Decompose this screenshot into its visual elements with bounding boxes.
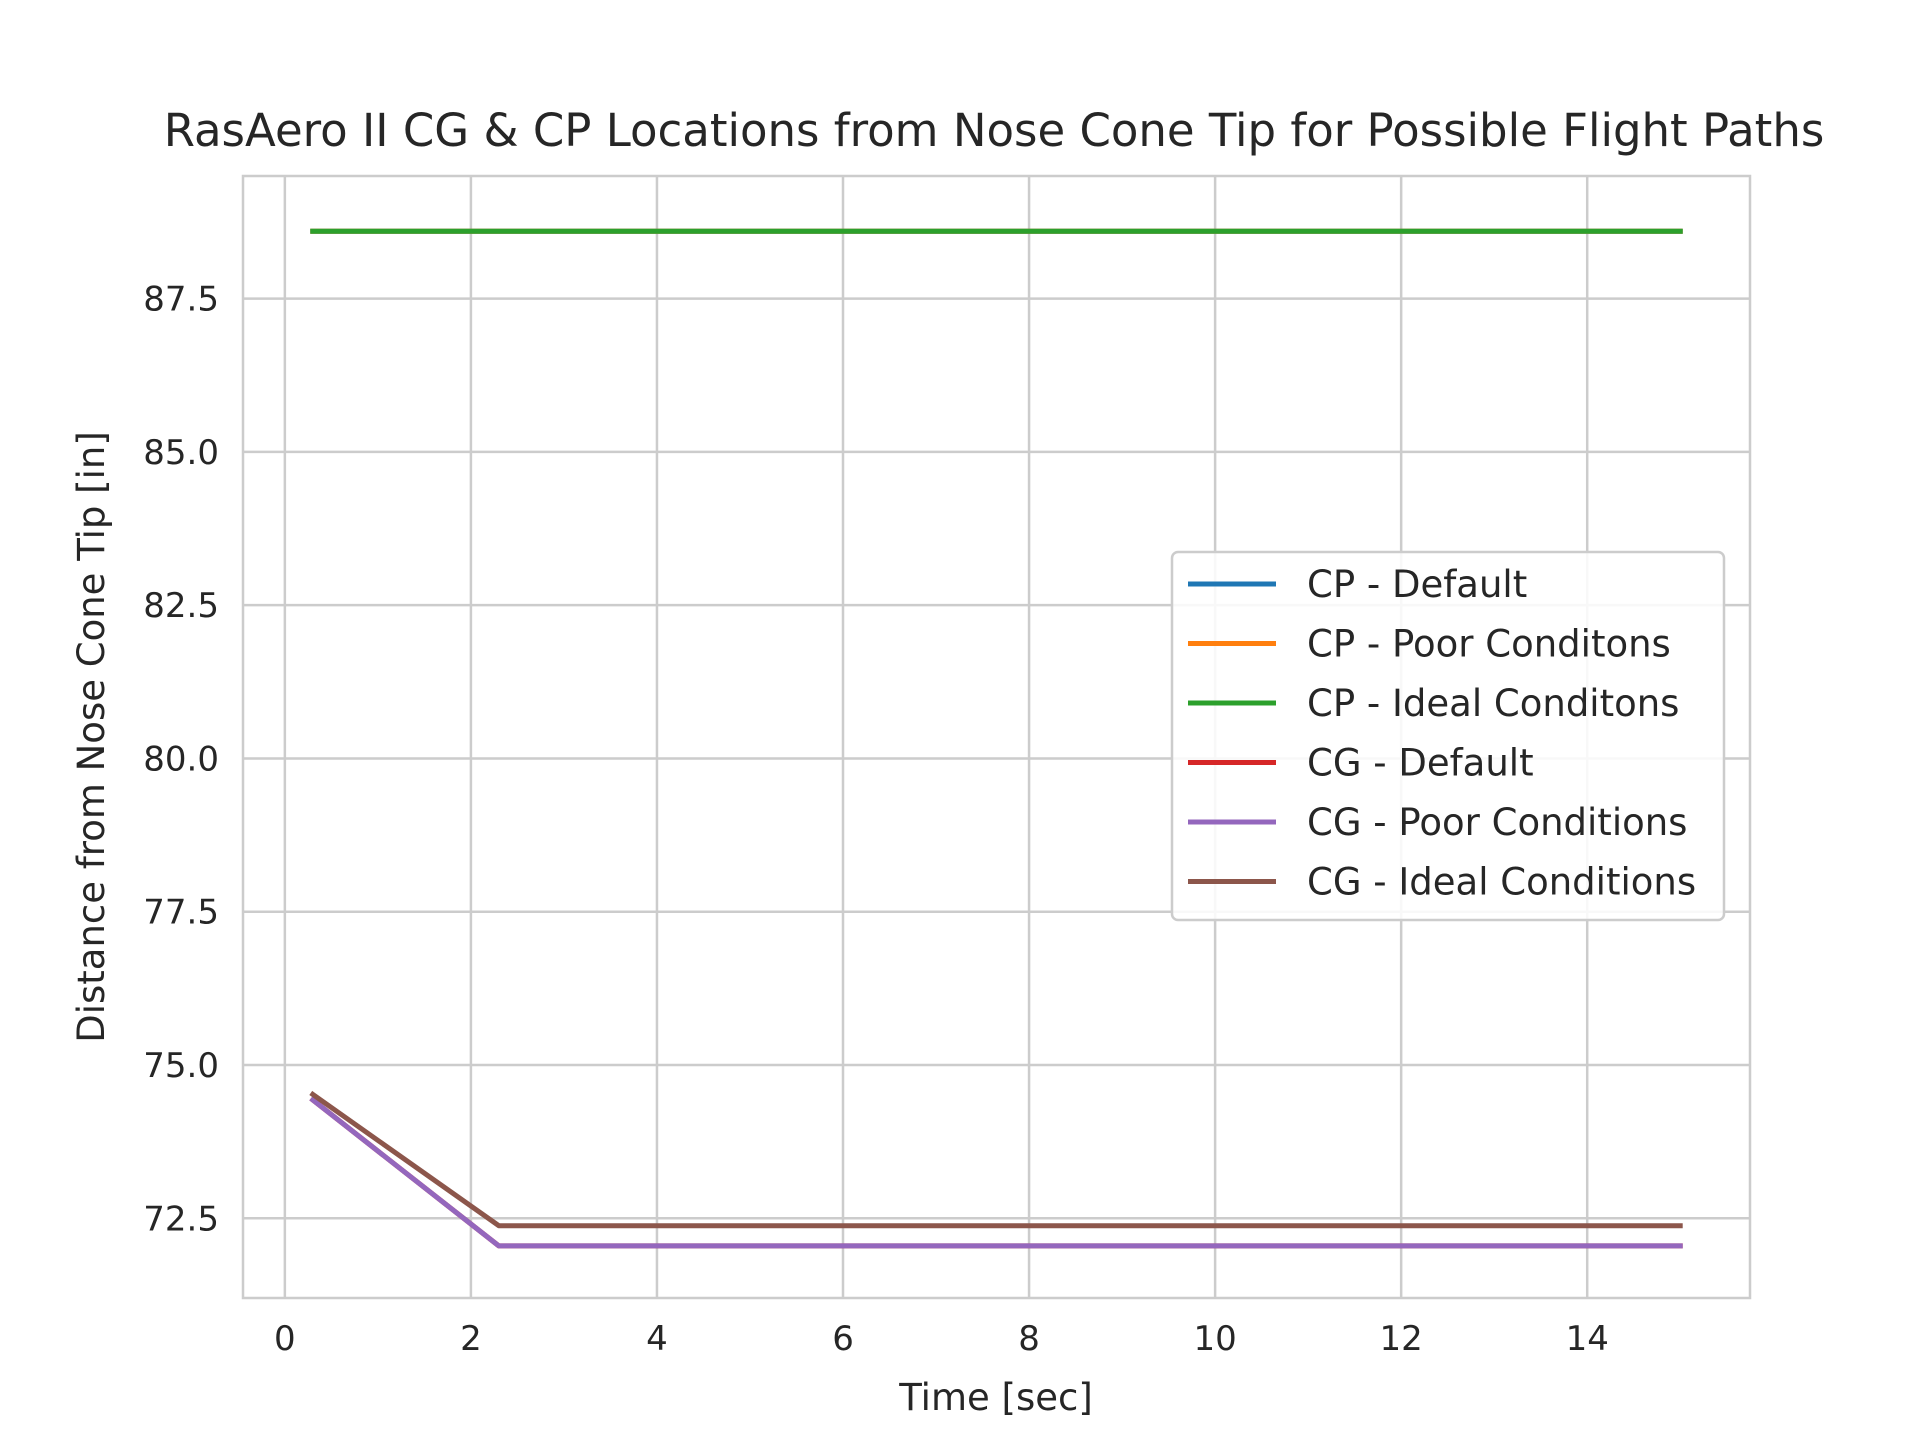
x-tick-label: 0 — [274, 1319, 296, 1359]
legend-label: CP - Ideal Conditons — [1307, 682, 1679, 725]
series-line-5 — [309, 1096, 1683, 1249]
x-tick-label: 10 — [1193, 1319, 1236, 1359]
y-tick-label: 72.5 — [143, 1199, 219, 1239]
y-tick-label: 87.5 — [143, 280, 219, 320]
x-tick-label: 6 — [832, 1319, 854, 1359]
y-tick-label: 80.0 — [143, 739, 219, 779]
legend-label: CG - Poor Conditions — [1307, 801, 1687, 844]
x-tick-label: 12 — [1380, 1319, 1423, 1359]
y-tick-label: 77.5 — [143, 893, 219, 933]
legend-label: CP - Default — [1307, 563, 1527, 606]
x-axis-ticks: 0 2 4 6 8 10 12 14 — [274, 1319, 1609, 1359]
legend-items: CP - Default CP - Poor Conditons CP - Idea… — [1188, 563, 1696, 904]
y-tick-label: 85.0 — [143, 433, 219, 473]
legend-label: CG - Ideal Conditions — [1307, 861, 1696, 904]
legend: CP - Default CP - Poor Conditons CP - Idea… — [1170, 550, 1726, 922]
x-tick-label: 14 — [1566, 1319, 1609, 1359]
series-lines — [309, 228, 1683, 1249]
x-tick-label: 4 — [646, 1319, 668, 1359]
y-tick-label: 75.0 — [143, 1046, 219, 1086]
y-tick-label: 82.5 — [143, 586, 219, 626]
series-line-6 — [309, 1090, 1683, 1229]
x-tick-label: 2 — [460, 1319, 482, 1359]
plot-frame — [241, 174, 1752, 1300]
x-axis-label: Time [sec] — [898, 1376, 1093, 1419]
x-tick-label: 8 — [1018, 1319, 1040, 1359]
legend-box — [1170, 550, 1726, 922]
legend-label: CP - Poor Conditons — [1307, 623, 1671, 666]
y-axis-ticks: 72.5 75.0 77.5 80.0 82.5 85.0 87.5 — [143, 280, 219, 1240]
chart-title: RasAero II CG & CP Locations from Nose C… — [164, 104, 1825, 157]
legend-label: CG - Default — [1307, 742, 1534, 785]
y-axis-label: Distance from Nose Cone Tip [in] — [70, 431, 113, 1043]
